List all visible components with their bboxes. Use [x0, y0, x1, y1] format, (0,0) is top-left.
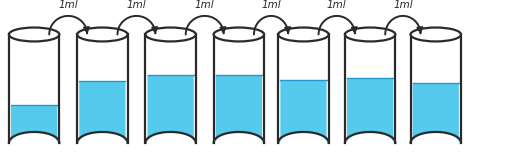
Polygon shape: [216, 75, 262, 143]
Ellipse shape: [411, 28, 461, 42]
Ellipse shape: [278, 28, 329, 42]
Bar: [216, 35, 262, 75]
Bar: [148, 35, 194, 75]
Ellipse shape: [145, 28, 196, 42]
Text: 1ml: 1ml: [393, 0, 413, 10]
Bar: [413, 35, 459, 83]
Polygon shape: [79, 81, 125, 143]
Polygon shape: [280, 80, 327, 143]
Text: 1ml: 1ml: [261, 0, 281, 10]
Polygon shape: [413, 83, 459, 143]
Bar: [280, 35, 327, 80]
Polygon shape: [347, 78, 393, 143]
Text: 1ml: 1ml: [327, 0, 346, 10]
Polygon shape: [11, 105, 57, 143]
Bar: [347, 35, 393, 78]
Text: 1ml: 1ml: [58, 0, 78, 10]
Bar: [79, 35, 125, 81]
Ellipse shape: [214, 28, 264, 42]
Bar: [11, 35, 57, 105]
Text: 1ml: 1ml: [195, 0, 215, 10]
Ellipse shape: [345, 28, 395, 42]
Ellipse shape: [77, 28, 128, 42]
Text: 1ml: 1ml: [127, 0, 146, 10]
Polygon shape: [148, 75, 194, 143]
Ellipse shape: [9, 28, 59, 42]
